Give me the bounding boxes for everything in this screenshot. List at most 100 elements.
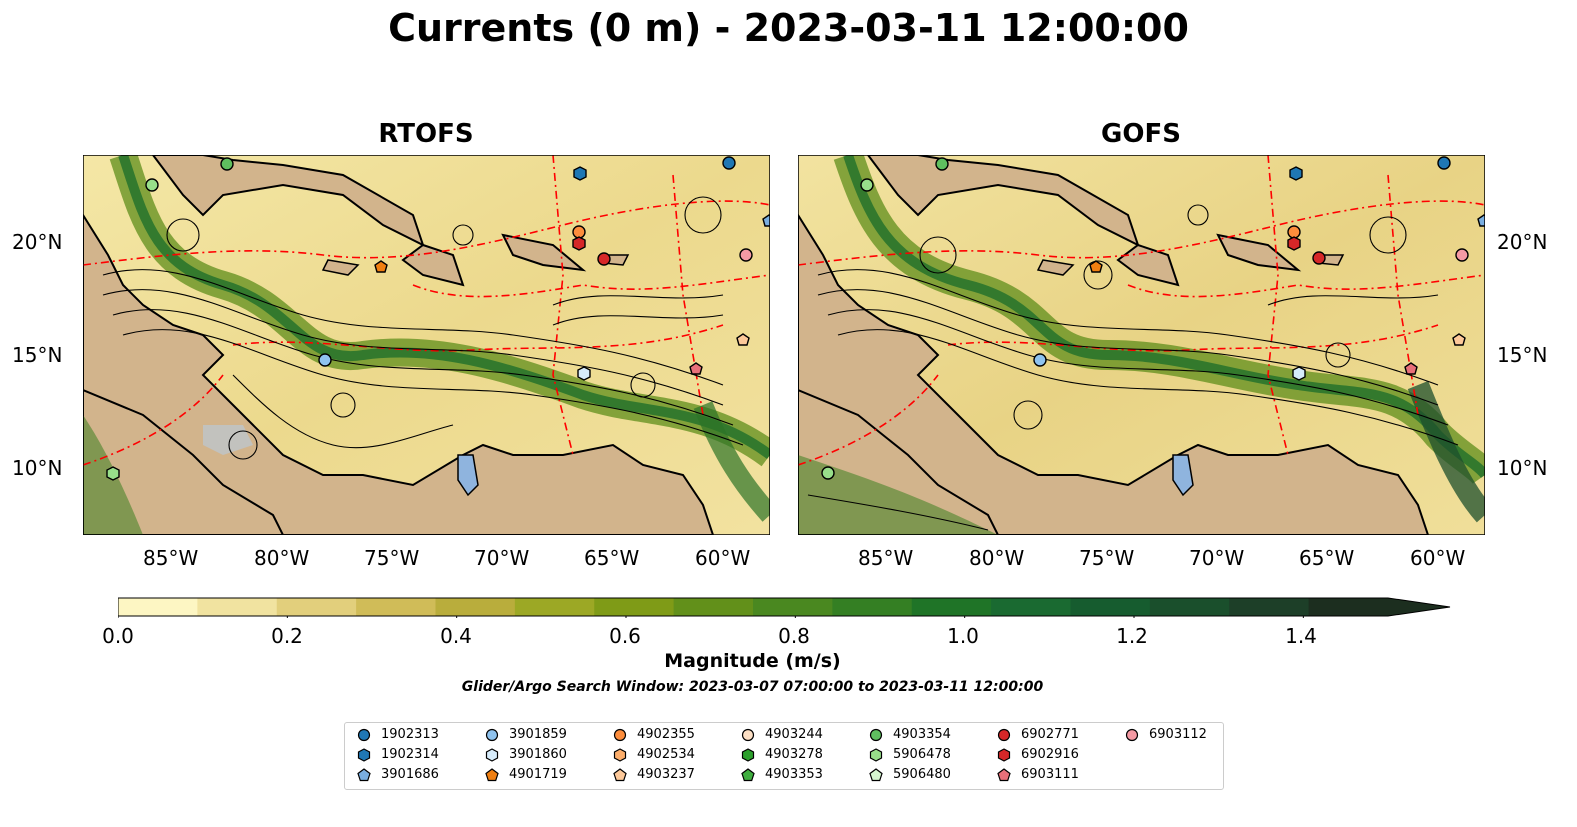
colorbar bbox=[117, 596, 1453, 622]
colorbar-segment bbox=[1308, 598, 1389, 616]
colorbar-tick-6: 1.2 bbox=[1116, 624, 1148, 648]
panel-title-rtofs: RTOFS bbox=[378, 119, 474, 149]
map-panel-gofs bbox=[798, 155, 1485, 535]
circle-marker-icon bbox=[869, 728, 883, 741]
circle-marker-icon bbox=[741, 728, 755, 741]
colorbar-segment bbox=[753, 598, 833, 616]
colorbar-tick-2: 0.4 bbox=[440, 624, 472, 648]
legend-entry-label: 4903278 bbox=[765, 747, 823, 762]
x-tick-left-60w: 60°W bbox=[695, 546, 751, 570]
legend-entry: 3901859 bbox=[485, 727, 567, 742]
circle-marker-icon bbox=[485, 728, 499, 741]
colorbar-label: Magnitude (m/s) bbox=[664, 650, 841, 672]
y-tick-right-15n: 15°N bbox=[1497, 343, 1548, 367]
colorbar-segment bbox=[1229, 598, 1310, 616]
x-tick-right-70w: 70°W bbox=[1189, 546, 1245, 570]
legend-entry: 4903244 bbox=[741, 727, 823, 742]
legend-entry: 6903112 bbox=[1125, 727, 1207, 742]
legend-entry-label: 4903237 bbox=[637, 767, 695, 782]
hexagon-marker-icon bbox=[613, 747, 627, 762]
x-tick-right-60w: 60°W bbox=[1410, 546, 1466, 570]
colorbar-tick-1: 0.2 bbox=[271, 624, 303, 648]
legend-entry-label: 5906478 bbox=[893, 747, 951, 762]
pentagon-marker-icon bbox=[613, 767, 627, 781]
x-tick-left-70w: 70°W bbox=[474, 546, 530, 570]
y-tick-right-10n: 10°N bbox=[1497, 456, 1548, 480]
pentagon-marker-icon bbox=[997, 767, 1011, 781]
colorbar-tick-0: 0.0 bbox=[102, 624, 134, 648]
legend-entry-label: 4903354 bbox=[893, 727, 951, 742]
legend-entry-label: 4902355 bbox=[637, 727, 695, 742]
colorbar-segment bbox=[911, 598, 992, 616]
legend-entry: 4903237 bbox=[613, 767, 695, 782]
x-tick-right-85w: 85°W bbox=[858, 546, 914, 570]
colorbar-segment bbox=[991, 598, 1072, 616]
colorbar-gradient bbox=[117, 597, 1451, 620]
hexagon-marker-icon bbox=[741, 747, 755, 762]
colorbar-segment bbox=[435, 598, 516, 616]
search-window-caption: Glider/Argo Search Window: 2023-03-07 07… bbox=[461, 679, 1044, 695]
legend-entry: 4903353 bbox=[741, 767, 823, 782]
legend-entry: 1902314 bbox=[357, 747, 439, 762]
x-tick-left-85w: 85°W bbox=[143, 546, 199, 570]
colorbar-tick-3: 0.6 bbox=[609, 624, 641, 648]
legend-entry-label: 1902313 bbox=[381, 727, 439, 742]
colorbar-segment bbox=[832, 598, 913, 616]
pentagon-marker-icon bbox=[485, 767, 499, 781]
legend-entry: 4902355 bbox=[613, 727, 695, 742]
legend: 1902313 1902314 3901686 3901859 3901860 49017… bbox=[344, 722, 1224, 790]
legend-entry-label: 4903353 bbox=[765, 767, 823, 782]
colorbar-segment bbox=[514, 598, 595, 616]
colorbar-segment bbox=[594, 598, 675, 616]
legend-entry-label: 6902916 bbox=[1021, 747, 1079, 762]
legend-entry-label: 6903111 bbox=[1021, 767, 1079, 782]
legend-entry: 5906480 bbox=[869, 767, 951, 782]
legend-entry: 4903278 bbox=[741, 747, 823, 762]
colorbar-segment bbox=[197, 598, 278, 616]
legend-entry: 6903111 bbox=[997, 767, 1079, 782]
colorbar-tick-5: 1.0 bbox=[947, 624, 979, 648]
legend-entry-label: 3901859 bbox=[509, 727, 567, 742]
hexagon-marker-icon bbox=[357, 747, 371, 762]
legend-entry-label: 6902771 bbox=[1021, 727, 1079, 742]
legend-entry-label: 4901719 bbox=[509, 767, 567, 782]
colorbar-segment bbox=[1149, 598, 1230, 616]
legend-entry: 5906478 bbox=[869, 747, 951, 762]
legend-entry: 4903354 bbox=[869, 727, 951, 742]
legend-entry: 6902916 bbox=[997, 747, 1079, 762]
y-tick-right-20n: 20°N bbox=[1497, 230, 1548, 254]
x-tick-right-65w: 65°W bbox=[1299, 546, 1355, 570]
legend-entry-label: 4902534 bbox=[637, 747, 695, 762]
colorbar-segment bbox=[118, 598, 198, 616]
legend-entry-label: 4903244 bbox=[765, 727, 823, 742]
map-panel-rtofs bbox=[83, 155, 770, 535]
pentagon-marker-icon bbox=[869, 767, 883, 781]
x-tick-right-80w: 80°W bbox=[969, 546, 1025, 570]
legend-entry-label: 3901860 bbox=[509, 747, 567, 762]
legend-entry-label: 6903112 bbox=[1149, 727, 1207, 742]
circle-marker-icon bbox=[997, 728, 1011, 741]
x-tick-left-65w: 65°W bbox=[584, 546, 640, 570]
colorbar-segment bbox=[673, 598, 754, 616]
pentagon-marker-icon bbox=[741, 767, 755, 781]
legend-entry: 3901860 bbox=[485, 747, 567, 762]
y-tick-left-15n: 15°N bbox=[12, 343, 63, 367]
x-tick-right-75w: 75°W bbox=[1079, 546, 1135, 570]
colorbar-segment bbox=[276, 598, 357, 616]
colorbar-tick-7: 1.4 bbox=[1285, 624, 1317, 648]
colorbar-segment bbox=[356, 598, 437, 616]
legend-entry-label: 1902314 bbox=[381, 747, 439, 762]
y-tick-left-20n: 20°N bbox=[12, 230, 63, 254]
x-tick-left-75w: 75°W bbox=[364, 546, 420, 570]
legend-entry: 4901719 bbox=[485, 767, 567, 782]
panel-title-gofs: GOFS bbox=[1101, 119, 1181, 149]
colorbar-tick-4: 0.8 bbox=[778, 624, 810, 648]
legend-entry-label: 3901686 bbox=[381, 767, 439, 782]
circle-marker-icon bbox=[1125, 728, 1139, 741]
circle-marker-icon bbox=[613, 728, 627, 741]
legend-entry: 3901686 bbox=[357, 767, 439, 782]
colorbar-segment bbox=[1070, 598, 1151, 616]
legend-entry: 1902313 bbox=[357, 727, 439, 742]
hexagon-marker-icon bbox=[997, 747, 1011, 762]
legend-entry-label: 5906480 bbox=[893, 767, 951, 782]
